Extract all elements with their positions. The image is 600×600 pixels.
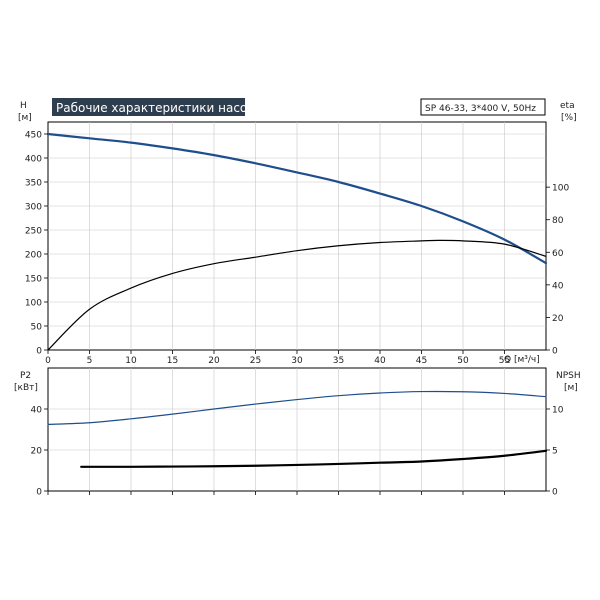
series-line-1 [46, 132, 548, 265]
efficiency-axis-label: eta [560, 101, 575, 111]
y-right-tick-label: 0 [552, 347, 558, 357]
x-tick-label: 50 [457, 356, 469, 366]
x-tick-label: 15 [167, 356, 178, 366]
power-axis-unit: [кВт] [14, 383, 38, 393]
x-tick-label: 10 [125, 356, 137, 366]
y-right-tick-label: 10 [552, 406, 564, 416]
y-left-tick-label: 0 [36, 488, 42, 498]
lower-plot-grid [48, 368, 546, 491]
lower-plot-series [47, 390, 548, 468]
y-left-tick-label: 300 [25, 203, 42, 213]
x-tick-label: 5 [87, 356, 93, 366]
y-right-tick-label: 40 [552, 281, 564, 291]
series-line-1 [47, 390, 547, 425]
y-left-tick-label: 250 [25, 227, 42, 237]
x-tick-label: 25 [250, 356, 261, 366]
lower-plot-ticks: 0 20 40 0 5 10 [31, 406, 564, 498]
chart-title: Рабочие характеристики насоса [56, 101, 261, 115]
npsh-axis-unit: [м] [564, 383, 578, 393]
y-right-tick-label: 100 [552, 184, 569, 194]
x-tick-label: 55 [499, 356, 510, 366]
y-left-tick-label: 150 [25, 275, 42, 285]
head-axis-label: H [20, 101, 27, 111]
y-right-tick-label: 60 [552, 249, 564, 259]
y-right-tick-label: 20 [552, 314, 564, 324]
power-axis-label: P2 [20, 371, 31, 381]
y-left-tick-label: 20 [31, 447, 43, 457]
y-left-tick-label: 400 [25, 155, 42, 165]
chart-title-box [52, 98, 245, 116]
pump-model-label: SP 46-33, 3*400 V, 50Hz [425, 104, 536, 114]
y-left-tick-label: 350 [25, 179, 42, 189]
y-right-tick-label: 80 [552, 216, 564, 226]
y-right-tick-label: 0 [552, 488, 558, 498]
y-left-tick-label: 0 [36, 347, 42, 357]
pump-model-box [420, 98, 546, 116]
series-line-2 [80, 449, 548, 468]
y-left-tick-label: 200 [25, 251, 42, 261]
flow-axis-label: Q [м³/ч] [504, 355, 540, 365]
x-tick-label: 45 [416, 356, 427, 366]
y-left-tick-label: 50 [31, 323, 43, 333]
head-axis-unit: [м] [18, 113, 32, 123]
x-tick-label: 0 [45, 356, 51, 366]
upper-plot-grid [48, 122, 546, 350]
upper-plot-ticks: 0 50 100 150 200 250 300 350 400 450 0 20 40 60 80 100 0… [25, 131, 570, 367]
x-tick-label: 40 [374, 356, 386, 366]
efficiency-axis-unit: [%] [561, 113, 577, 123]
x-tick-label: 35 [333, 356, 344, 366]
upper-plot-panel: 0 50 100 150 200 250 300 350 400 450 0 20 40 60 80 100 0… [18, 98, 577, 366]
y-left-tick-label: 450 [25, 131, 42, 141]
x-tick-label: 30 [291, 356, 303, 366]
x-tick-label: 20 [208, 356, 220, 366]
lower-plot-panel: 0 20 40 0 5 10 P2 [кВт] NPSH [м] [14, 367, 581, 498]
y-left-tick-label: 100 [25, 299, 42, 309]
npsh-axis-label: NPSH [556, 371, 581, 381]
y-right-tick-label: 5 [552, 447, 558, 457]
upper-plot-series [46, 132, 548, 351]
series-line-2 [47, 239, 547, 351]
y-left-tick-label: 40 [31, 406, 43, 416]
